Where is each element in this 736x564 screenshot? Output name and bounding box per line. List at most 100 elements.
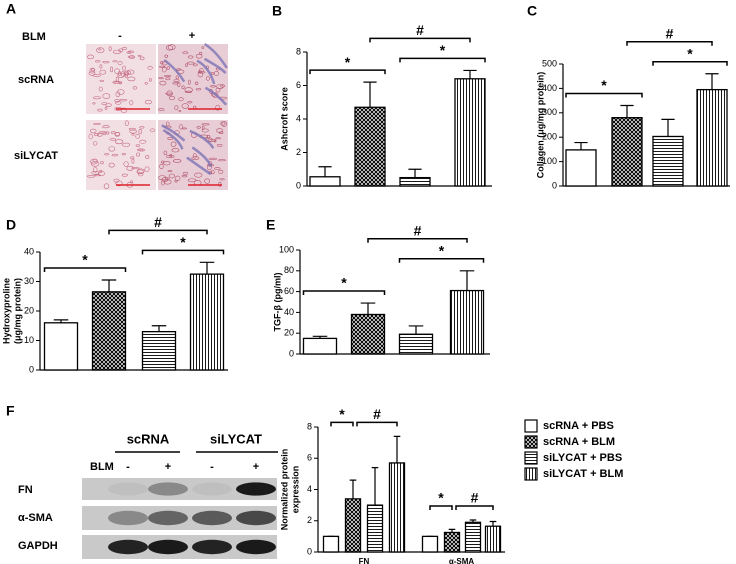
significance-bracket [108, 229, 208, 235]
blot-band [192, 539, 232, 555]
error-bar [318, 166, 332, 177]
significance-label: # [373, 406, 381, 422]
tissue [216, 144, 223, 147]
tissue [164, 54, 168, 58]
y-tick-label: 8 [307, 421, 312, 431]
collagen [189, 129, 215, 149]
bar [43, 322, 79, 371]
tissue [218, 169, 224, 174]
tissue [197, 71, 206, 74]
y-tick-label: 0 [296, 180, 301, 190]
blot-band [148, 510, 188, 526]
tissue [99, 79, 105, 82]
tissue [167, 170, 173, 173]
collagen [196, 59, 216, 85]
legend-label: scRNA + BLM [543, 436, 615, 448]
y-tick-label: 20 [24, 305, 34, 315]
y-tick-label: 300 [542, 107, 557, 117]
tissue [194, 172, 203, 178]
tissue [164, 74, 172, 78]
y-axis-label: Collagen (μg/mg protein) [535, 72, 545, 179]
tissue [104, 106, 108, 110]
tissue [175, 75, 179, 80]
tissue [144, 99, 152, 105]
tissue [147, 65, 153, 70]
significance-label: # [154, 214, 162, 230]
significance-label: * [440, 42, 446, 58]
tissue [117, 73, 126, 78]
y-tick-label: 4 [296, 113, 301, 123]
tissue [201, 128, 209, 133]
bar [322, 535, 340, 553]
bar [652, 135, 684, 187]
tissue [165, 77, 171, 81]
tissue [194, 81, 199, 85]
error-bar [151, 325, 167, 332]
tissue [99, 169, 103, 173]
panel-label: F [6, 403, 15, 419]
treatment-label: BLM [90, 461, 114, 473]
y-tick-label: 0 [307, 546, 312, 556]
tissue [184, 87, 193, 93]
error-bar [574, 141, 588, 150]
blot-row-label: α-SMA [18, 512, 53, 524]
collagen [161, 124, 186, 142]
tissue [172, 82, 179, 85]
error-bar [371, 467, 379, 506]
tissue [137, 54, 142, 57]
tissue [181, 174, 188, 178]
y-tick-label: 100 [542, 156, 557, 166]
tissue [166, 66, 170, 70]
lane-label: - [126, 461, 130, 473]
significance-label: # [414, 223, 422, 239]
panel-label: A [6, 1, 16, 17]
blot-row-label: FN [18, 484, 33, 496]
legend-swatch [524, 419, 538, 433]
bar [354, 106, 386, 187]
error-bar [408, 168, 422, 178]
column-label: + [189, 30, 195, 42]
tissue [139, 56, 145, 61]
bar [565, 149, 597, 187]
significance-bracket [330, 421, 354, 427]
tissue [192, 153, 197, 159]
tissue [187, 55, 194, 59]
tissue [89, 67, 96, 74]
blot-band [192, 482, 232, 496]
significance-bracket [398, 258, 485, 263]
tissue [201, 125, 205, 130]
bar [344, 498, 362, 553]
y-tick-label: 200 [542, 132, 557, 142]
tissue [176, 82, 181, 87]
tissue [138, 148, 145, 152]
legend-label: siLYCAT + BLM [543, 468, 623, 480]
error-bar [360, 302, 376, 315]
significance-bracket [369, 37, 471, 43]
blot-band [148, 482, 188, 496]
error-bar [363, 81, 377, 108]
legend-swatch [524, 435, 538, 449]
significance-bracket [356, 421, 398, 427]
significance-label: * [180, 234, 186, 250]
tissue [173, 79, 180, 82]
tissue [136, 169, 144, 175]
tissue [103, 183, 110, 190]
blot-band [108, 510, 148, 526]
tissue [167, 137, 174, 140]
significance-bracket [141, 249, 225, 255]
tissue [219, 178, 225, 181]
bar [189, 273, 225, 371]
tissue [161, 160, 165, 164]
tissue [218, 159, 226, 162]
significance-label: * [687, 45, 693, 61]
tissue [124, 72, 129, 79]
tissue [109, 66, 114, 73]
tissue [112, 80, 120, 84]
tissue [171, 148, 180, 153]
tissue [102, 132, 107, 135]
collagen [186, 156, 212, 176]
tissue [102, 125, 110, 129]
y-tick-label: 6 [296, 80, 301, 90]
error-bar [101, 279, 117, 292]
significance-label: * [341, 275, 347, 291]
